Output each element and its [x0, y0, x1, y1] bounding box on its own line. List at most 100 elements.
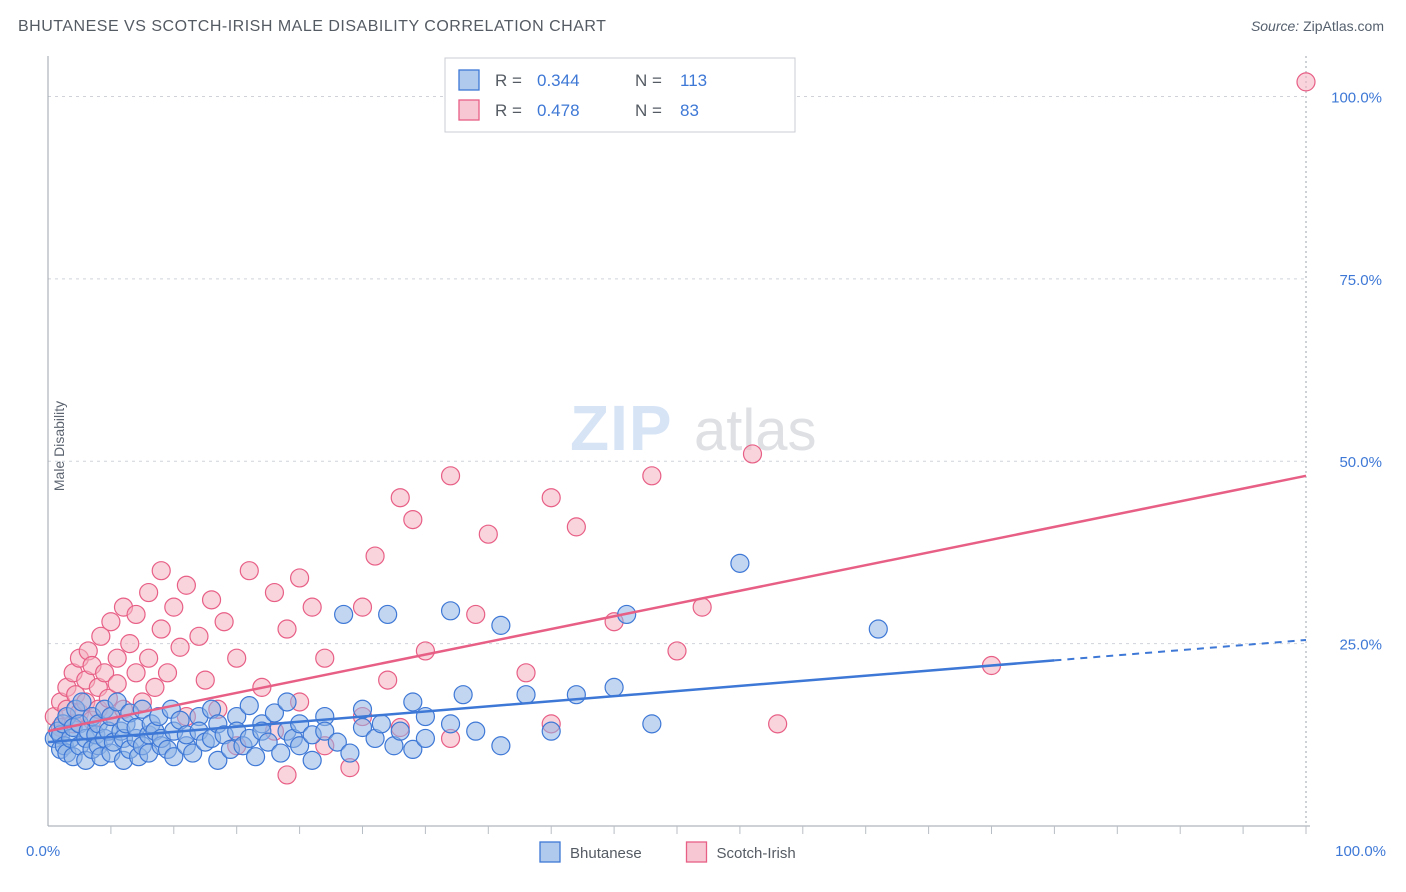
stats-swatch [459, 70, 479, 90]
data-point [127, 605, 145, 623]
legend-swatch [540, 842, 560, 862]
x-ticks [111, 826, 1306, 834]
data-point [278, 693, 296, 711]
data-point [391, 722, 409, 740]
data-point [567, 686, 585, 704]
chart-container: BHUTANESE VS SCOTCH-IRISH MALE DISABILIT… [0, 0, 1406, 892]
data-point [743, 445, 761, 463]
data-point [316, 649, 334, 667]
stats-r-value: 0.344 [537, 71, 580, 90]
data-point [492, 737, 510, 755]
stats-n-value: 83 [680, 101, 699, 120]
trend-line-pink [48, 476, 1306, 731]
data-point [404, 693, 422, 711]
legend: Bhutanese Scotch-Irish [540, 842, 796, 862]
data-point [265, 584, 283, 602]
stats-n-label: N = [635, 101, 662, 120]
y-tick-label: 50.0% [1339, 454, 1382, 471]
data-point [379, 605, 397, 623]
data-point [567, 518, 585, 536]
data-point [542, 722, 560, 740]
data-point [643, 467, 661, 485]
watermark-zip: ZIP [570, 392, 673, 464]
data-point [467, 605, 485, 623]
y-tick-label: 100.0% [1331, 89, 1382, 106]
data-point [643, 715, 661, 733]
data-point [228, 649, 246, 667]
data-point [196, 671, 214, 689]
y-tick-label: 75.0% [1339, 272, 1382, 289]
data-point [140, 584, 158, 602]
data-point [335, 605, 353, 623]
stats-r-value: 0.478 [537, 101, 580, 120]
data-point [171, 638, 189, 656]
data-point [140, 649, 158, 667]
data-point [215, 613, 233, 631]
data-point [416, 642, 434, 660]
data-point [542, 489, 560, 507]
stats-n-value: 113 [680, 71, 707, 90]
data-point [442, 467, 460, 485]
data-point [152, 562, 170, 580]
data-point [102, 613, 120, 631]
trend-line-blue-dashed [1054, 640, 1306, 660]
scatter-series-pink [45, 73, 1315, 784]
data-point [121, 635, 139, 653]
stats-n-label: N = [635, 71, 662, 90]
data-point [190, 627, 208, 645]
data-point [108, 649, 126, 667]
data-point [605, 678, 623, 696]
stats-r-label: R = [495, 101, 522, 120]
x-axis-min-label: 0.0% [26, 843, 60, 860]
data-point [731, 554, 749, 572]
watermark: ZIP atlas [570, 392, 817, 464]
data-point [1297, 73, 1315, 91]
data-point [517, 686, 535, 704]
legend-label: Bhutanese [570, 845, 642, 862]
trend-lines [48, 476, 1306, 742]
legend-label: Scotch-Irish [717, 845, 796, 862]
data-point [479, 525, 497, 543]
data-point [454, 686, 472, 704]
data-point [391, 489, 409, 507]
scatter-chart: ZIP atlas 25.0% 50.0% 75.0% 100.0% 0.0% 100… [0, 0, 1406, 892]
y-tick-label: 25.0% [1339, 637, 1382, 654]
data-point [404, 511, 422, 529]
stats-r-label: R = [495, 71, 522, 90]
data-point [159, 664, 177, 682]
data-point [416, 729, 434, 747]
data-point [278, 620, 296, 638]
data-point [240, 562, 258, 580]
data-point [517, 664, 535, 682]
data-point [247, 748, 265, 766]
data-point [379, 671, 397, 689]
data-point [291, 569, 309, 587]
data-point [146, 678, 164, 696]
data-point [341, 744, 359, 762]
data-point [203, 591, 221, 609]
data-point [240, 697, 258, 715]
data-point [467, 722, 485, 740]
data-point [354, 598, 372, 616]
data-point [303, 751, 321, 769]
data-point [177, 576, 195, 594]
data-point [127, 664, 145, 682]
data-point [869, 620, 887, 638]
data-point [442, 715, 460, 733]
data-point [372, 715, 390, 733]
data-point [165, 598, 183, 616]
data-point [366, 547, 384, 565]
data-point [303, 598, 321, 616]
stats-box-frame [445, 58, 795, 132]
x-axis-max-label: 100.0% [1335, 843, 1386, 860]
stats-swatch [459, 100, 479, 120]
data-point [492, 616, 510, 634]
data-point [272, 744, 290, 762]
data-point [152, 620, 170, 638]
stats-box: R = 0.344 N = 113 R = 0.478 N = 83 [445, 58, 795, 132]
data-point [278, 766, 296, 784]
data-point [442, 602, 460, 620]
data-point [769, 715, 787, 733]
data-point [108, 675, 126, 693]
data-point [668, 642, 686, 660]
